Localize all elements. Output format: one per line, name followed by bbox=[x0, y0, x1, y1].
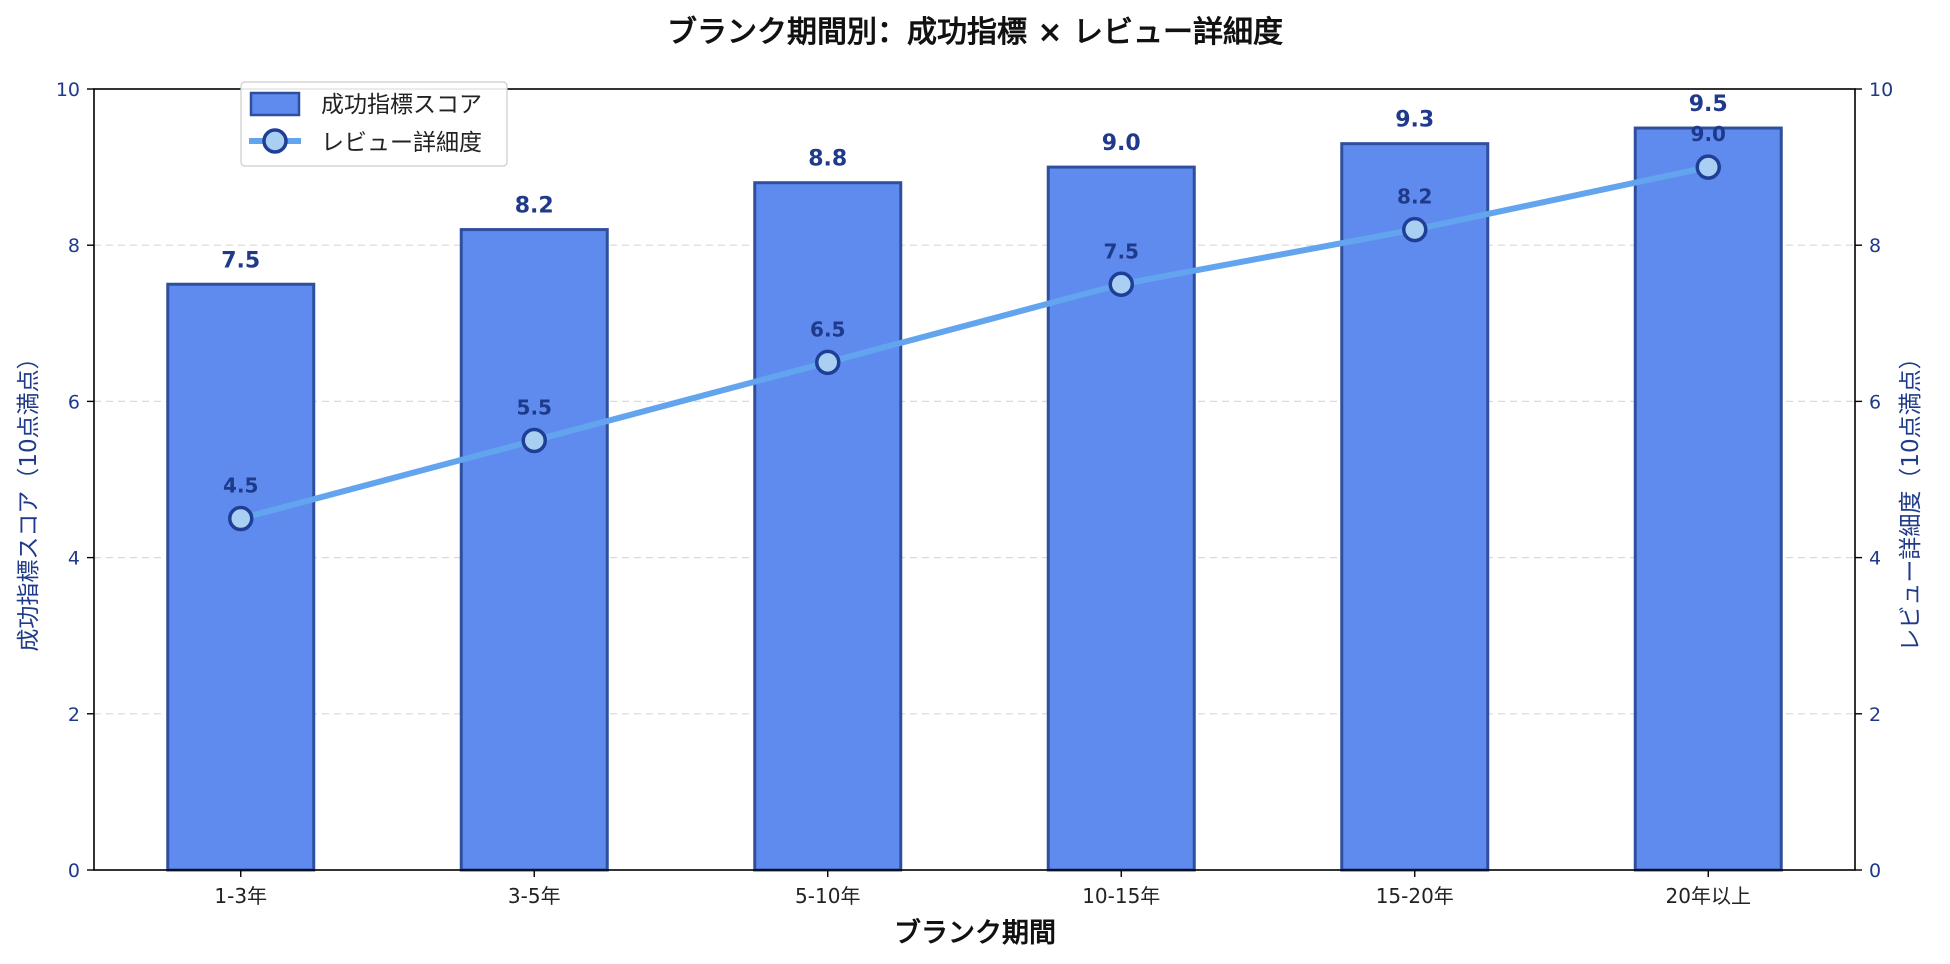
y-right-tick-label: 10 bbox=[1869, 79, 1893, 101]
series-line bbox=[237, 164, 1712, 522]
gridlines bbox=[94, 244, 1855, 715]
line-value-label: 9.0 bbox=[1691, 122, 1726, 146]
bar bbox=[459, 228, 609, 872]
y-left-tick-label: 4 bbox=[68, 548, 80, 570]
x-tick-label: 3-5年 bbox=[508, 884, 561, 908]
x-tick-label: 20年以上 bbox=[1666, 884, 1751, 908]
y-left-tick-label: 6 bbox=[68, 391, 80, 413]
line-value-label: 8.2 bbox=[1397, 185, 1432, 209]
bar-value-label: 9.0 bbox=[1102, 131, 1141, 156]
y-left-tick-label: 10 bbox=[56, 79, 80, 101]
legend-bar-label: 成功指標スコア bbox=[321, 92, 482, 118]
legend: 成功指標スコア レビュー詳細度 bbox=[240, 81, 508, 167]
y-left-tick-label: 8 bbox=[68, 235, 80, 257]
y-axis-left-title: 成功指標スコア（10点満点） bbox=[16, 346, 42, 651]
line-value-label: 5.5 bbox=[517, 395, 552, 419]
x-tick-label: 15-20年 bbox=[1376, 884, 1454, 908]
line-point bbox=[228, 505, 254, 532]
y-right-tick-label: 8 bbox=[1869, 235, 1881, 257]
bar-value-label: 7.5 bbox=[221, 248, 260, 273]
bar-value-label: 8.8 bbox=[808, 147, 847, 172]
x-tick-label: 1-3年 bbox=[214, 884, 267, 908]
y-axis-right-title: レビュー詳細度（10点満点） bbox=[1898, 346, 1924, 651]
legend-line-label: レビュー詳細度 bbox=[321, 130, 482, 156]
bar-series bbox=[166, 126, 1783, 872]
chart-title: ブランク期間別：成功指標 × レビュー詳細度 bbox=[667, 15, 1283, 50]
y-right-tick-label: 0 bbox=[1869, 860, 1881, 882]
bar bbox=[166, 282, 316, 872]
y-left-tick-label: 0 bbox=[68, 860, 80, 882]
bar-value-label: 9.3 bbox=[1395, 108, 1434, 133]
y-right-tick-label: 4 bbox=[1869, 548, 1881, 570]
data-labels: 7.5 8.2 8.8 9.0 9.3 9.5 4.5 5.5 6.5 7.5 8.2 9.0 bbox=[221, 92, 1728, 498]
y-right-tick-label: 6 bbox=[1869, 391, 1881, 413]
bar-value-label: 8.2 bbox=[515, 194, 554, 219]
line-series bbox=[228, 154, 1721, 532]
line-point bbox=[815, 349, 841, 376]
line-point bbox=[1695, 154, 1721, 180]
plot-frame bbox=[93, 88, 1856, 871]
axes: 0 0 2 2 4 4 6 6 8 8 10 10 1-3年 3-5年 5-10年 10-15年 15-20年 2… bbox=[56, 79, 1893, 908]
line-value-label: 7.5 bbox=[1104, 239, 1139, 263]
x-tick-label: 10-15年 bbox=[1082, 884, 1160, 908]
bar bbox=[753, 181, 903, 872]
bar bbox=[1340, 142, 1490, 872]
line-point bbox=[1402, 216, 1428, 243]
bar-value-label: 9.5 bbox=[1689, 92, 1728, 117]
line-point bbox=[1108, 271, 1134, 297]
y-right-tick-label: 2 bbox=[1869, 704, 1881, 726]
legend-bar-swatch bbox=[249, 91, 301, 117]
legend-frame bbox=[240, 81, 508, 167]
bar bbox=[1633, 126, 1783, 872]
line-value-label: 6.5 bbox=[810, 317, 845, 341]
x-axis-title: ブランク期間 bbox=[894, 917, 1056, 949]
x-tick-label: 5-10年 bbox=[795, 884, 860, 908]
y-left-tick-label: 2 bbox=[68, 704, 80, 726]
line-point bbox=[521, 427, 547, 454]
legend-line-marker bbox=[262, 128, 288, 154]
line-value-label: 4.5 bbox=[223, 474, 258, 498]
